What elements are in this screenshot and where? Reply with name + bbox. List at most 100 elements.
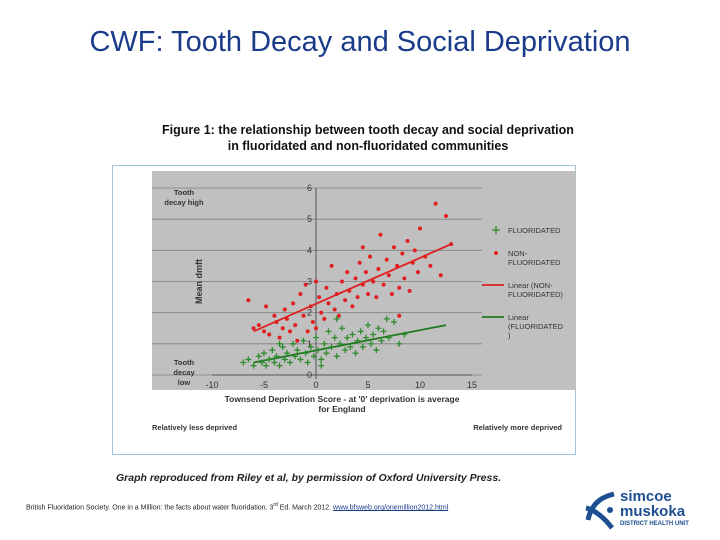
data-point-fluoridated [276, 362, 283, 369]
data-point-fluoridated [279, 343, 286, 350]
data-point-fluoridated [292, 353, 299, 360]
source-superscript: rd [273, 502, 278, 508]
data-point-fluoridated [297, 356, 304, 363]
y-tick-label: 6 [307, 183, 312, 193]
data-point-non-fluoridated [291, 301, 296, 306]
data-point-non-fluoridated [444, 214, 448, 219]
data-point-non-fluoridated [389, 291, 394, 296]
data-point-non-fluoridated [386, 273, 391, 278]
y-axis-label: Mean dmft [194, 259, 204, 304]
data-point-non-fluoridated [308, 304, 313, 309]
data-point-fluoridated [269, 347, 276, 354]
legend-label: FLUORIDATED) [508, 290, 563, 299]
data-point-fluoridated [349, 331, 356, 338]
x-axis-label-line1: Townsend Deprivation Score - at '0' depr… [225, 394, 460, 404]
data-point-non-fluoridated [405, 238, 410, 243]
x-tick-label: -5 [260, 380, 268, 390]
data-point-fluoridated [344, 334, 351, 341]
data-point-fluoridated [307, 343, 314, 350]
data-point-fluoridated [304, 359, 311, 366]
data-point-non-fluoridated [303, 282, 308, 287]
logo-line2: muskoka [620, 503, 686, 520]
data-point-non-fluoridated [324, 285, 329, 290]
data-point-fluoridated [370, 331, 377, 338]
data-point-fluoridated [328, 343, 335, 350]
data-point-non-fluoridated [392, 245, 396, 250]
plot-area [152, 171, 576, 390]
data-point-non-fluoridated [423, 254, 428, 259]
y-tick-label: 1 [307, 339, 312, 349]
annotation-decay-high-2: decay high [164, 198, 204, 207]
data-point-non-fluoridated [332, 307, 337, 312]
data-point-non-fluoridated [314, 279, 318, 284]
data-point-non-fluoridated [282, 307, 287, 312]
y-tick-label: 4 [307, 245, 312, 255]
data-point-non-fluoridated [449, 242, 454, 247]
data-point-fluoridated [362, 334, 369, 341]
figure-caption: Figure 1: the relationship between tooth… [118, 122, 618, 154]
data-point-non-fluoridated [314, 326, 318, 331]
data-point-fluoridated [283, 350, 290, 357]
graph-credit: Graph reproduced from Riley et al, by pe… [116, 472, 502, 484]
x-axis-label-line2: for England [318, 404, 365, 414]
logo-mark-icon [585, 491, 615, 530]
data-point-non-fluoridated [274, 320, 279, 325]
data-point-non-fluoridated [336, 313, 341, 318]
logo-line1: simcoe [620, 488, 672, 505]
data-point-non-fluoridated [295, 338, 300, 343]
data-point-non-fluoridated [305, 329, 310, 334]
data-point-non-fluoridated [280, 326, 285, 331]
data-point-non-fluoridated [374, 295, 379, 300]
data-point-non-fluoridated [360, 245, 365, 250]
data-point-non-fluoridated [376, 267, 381, 272]
data-point-non-fluoridated [262, 329, 266, 334]
data-point-fluoridated [287, 359, 293, 366]
data-point-non-fluoridated [378, 232, 383, 237]
x-tick-label: 10 [415, 380, 425, 390]
data-point-fluoridated [310, 353, 317, 360]
data-point-fluoridated [250, 362, 257, 369]
trendline [253, 324, 447, 364]
data-point-fluoridated [391, 319, 397, 326]
data-point-fluoridated [245, 356, 252, 363]
data-point-fluoridated [368, 340, 375, 347]
y-tick-label: 5 [307, 214, 312, 224]
data-point-non-fluoridated [251, 326, 256, 331]
data-point-non-fluoridated [407, 288, 412, 293]
data-point-fluoridated [352, 350, 359, 357]
data-point-fluoridated [266, 356, 273, 363]
data-point-non-fluoridated [412, 248, 417, 253]
data-point-fluoridated [354, 337, 361, 344]
data-point-non-fluoridated [402, 276, 407, 281]
data-point-non-fluoridated [343, 298, 348, 303]
simcoe-muskoka-logo: simcoe muskoka DISTRICT HEALTH UNIT [580, 488, 710, 532]
data-point-fluoridated [263, 362, 270, 369]
data-point-non-fluoridated [340, 279, 344, 284]
source-link[interactable]: www.bfsweb.org/onemillion2012.html [333, 504, 449, 512]
data-point-non-fluoridated [353, 276, 358, 281]
data-point-non-fluoridated [355, 295, 360, 300]
legend-label: (FLUORIDATED [508, 322, 563, 331]
annotation-decay-low-2: decay [173, 368, 195, 377]
data-point-fluoridated [333, 315, 340, 322]
data-point-fluoridated [385, 334, 392, 341]
y-tick-label: 2 [307, 308, 312, 318]
data-point-non-fluoridated [428, 263, 433, 268]
data-point-fluoridated [300, 337, 307, 344]
legend-label: FLUORIDATED [508, 226, 561, 235]
data-point-fluoridated [380, 328, 387, 335]
data-point-fluoridated [373, 347, 380, 354]
annotation-decay-low-1: Tooth [174, 358, 195, 367]
data-point-non-fluoridated [368, 254, 373, 259]
data-point-fluoridated [336, 340, 343, 347]
x-tick-label: -10 [205, 380, 218, 390]
data-point-non-fluoridated [256, 323, 261, 328]
data-point-fluoridated [357, 328, 364, 335]
data-point-non-fluoridated [329, 263, 334, 268]
data-point-fluoridated [318, 362, 325, 369]
data-point-non-fluoridated [395, 263, 400, 268]
legend-label: NON- [508, 249, 528, 258]
data-point-non-fluoridated [298, 291, 303, 296]
data-point-fluoridated [331, 334, 338, 341]
annotation-less-deprived: Relatively less deprived [152, 423, 237, 432]
